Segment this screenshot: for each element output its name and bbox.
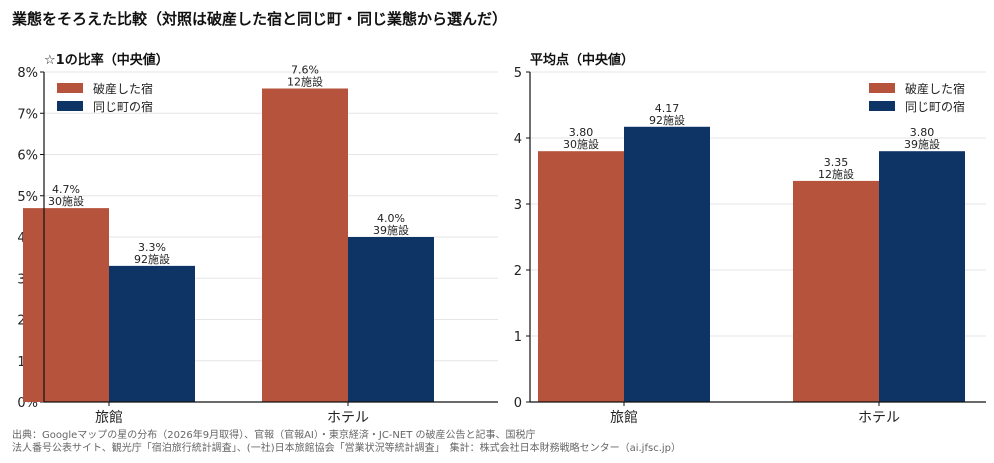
left-legend-label: 同じ町の宿 <box>93 99 153 114</box>
left-bar <box>109 265 195 402</box>
right-y-tick-label: 2 <box>514 264 522 279</box>
right-y-tick-label: 3 <box>514 198 522 213</box>
right-legend-label: 破産した宿 <box>905 81 965 96</box>
left-data-label: 4.7% <box>52 183 80 196</box>
left-chart-title: ☆1の比率（中央値） <box>44 53 169 68</box>
left-count-label: 92施設 <box>134 252 170 266</box>
left-y-tick-label: 5% <box>17 190 38 205</box>
left-count-label: 12施設 <box>287 75 323 89</box>
left-legend-swatch <box>57 101 83 111</box>
right-y-tick-label: 4 <box>514 132 522 147</box>
left-bar <box>348 237 434 402</box>
right-count-label: 92施設 <box>649 113 685 127</box>
left-y-tick-label: 8% <box>17 66 38 81</box>
right-bar <box>879 151 965 402</box>
left-x-tick-label: 旅館 <box>95 409 123 426</box>
left-data-label: 7.6% <box>291 64 319 77</box>
left-legend-label: 破産した宿 <box>93 81 153 96</box>
source-note: 出典：Googleマップの星の分布（2026年9月取得）、官報（官報AI）・東京… <box>12 429 681 455</box>
right-legend-label: 同じ町の宿 <box>905 99 965 114</box>
left-legend-swatch <box>57 83 83 93</box>
left-y-tick-label: 6% <box>17 149 38 164</box>
right-x-tick-label: ホテル <box>858 410 900 426</box>
right-data-label: 4.17 <box>655 102 680 115</box>
right-y-tick-label: 1 <box>514 330 522 345</box>
left-x-tick-label: ホテル <box>327 410 369 426</box>
right-x-tick-label: 旅館 <box>610 409 638 426</box>
right-bar <box>624 126 710 402</box>
left-count-label: 39施設 <box>373 223 409 237</box>
source-line-1: 出典：Googleマップの星の分布（2026年9月取得）、官報（官報AI）・東京… <box>12 430 536 441</box>
right-count-label: 30施設 <box>563 137 599 151</box>
right-count-label: 12施設 <box>818 167 854 181</box>
right-data-label: 3.80 <box>569 126 594 139</box>
right-data-label: 3.80 <box>910 126 935 139</box>
right-y-tick-label: 5 <box>514 66 522 81</box>
right-bar <box>793 180 879 402</box>
right-bar <box>538 151 624 402</box>
right-count-label: 39施設 <box>904 137 940 151</box>
left-data-label: 3.3% <box>138 241 166 254</box>
left-bar <box>23 208 109 402</box>
right-chart-title: 平均点（中央値） <box>530 53 635 68</box>
right-legend-swatch <box>869 83 895 93</box>
left-y-tick-label: 7% <box>17 107 38 122</box>
left-count-label: 30施設 <box>48 194 84 208</box>
left-data-label: 4.0% <box>377 212 405 225</box>
source-line-2: 法人番号公表サイト、観光庁「宿泊旅行統計調査」、(一社)日本旅館協会「営業状況等… <box>12 443 681 454</box>
right-legend-swatch <box>869 101 895 111</box>
left-bar <box>262 88 348 402</box>
right-data-label: 3.35 <box>824 156 849 169</box>
right-y-tick-label: 0 <box>514 396 522 411</box>
page-title: 業態をそろえた比較（対照は破産した宿と同じ町・同じ業態から選んだ） <box>12 10 508 28</box>
